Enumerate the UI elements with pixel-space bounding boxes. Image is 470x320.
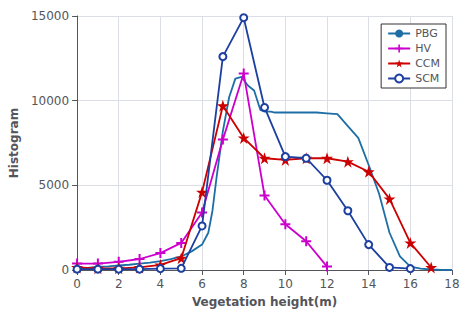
- svg-text:2: 2: [115, 277, 123, 291]
- svg-text:8: 8: [240, 277, 248, 291]
- svg-text:5000: 5000: [39, 178, 70, 192]
- svg-text:SCM: SCM: [415, 72, 439, 85]
- svg-text:Vegetation height(m): Vegetation height(m): [192, 295, 337, 309]
- svg-text:CCM: CCM: [415, 57, 440, 70]
- svg-text:15000: 15000: [31, 9, 69, 23]
- svg-text:PBG: PBG: [415, 27, 438, 40]
- svg-text:4: 4: [157, 277, 165, 291]
- svg-text:0: 0: [61, 263, 69, 277]
- svg-text:14: 14: [361, 277, 376, 291]
- svg-text:10000: 10000: [31, 94, 69, 108]
- svg-text:18: 18: [444, 277, 459, 291]
- svg-text:Histogram: Histogram: [7, 108, 21, 178]
- svg-text:0: 0: [73, 277, 81, 291]
- svg-text:10: 10: [278, 277, 293, 291]
- svg-text:HV: HV: [415, 42, 431, 55]
- svg-text:6: 6: [198, 277, 206, 291]
- svg-text:12: 12: [319, 277, 334, 291]
- svg-text:16: 16: [403, 277, 418, 291]
